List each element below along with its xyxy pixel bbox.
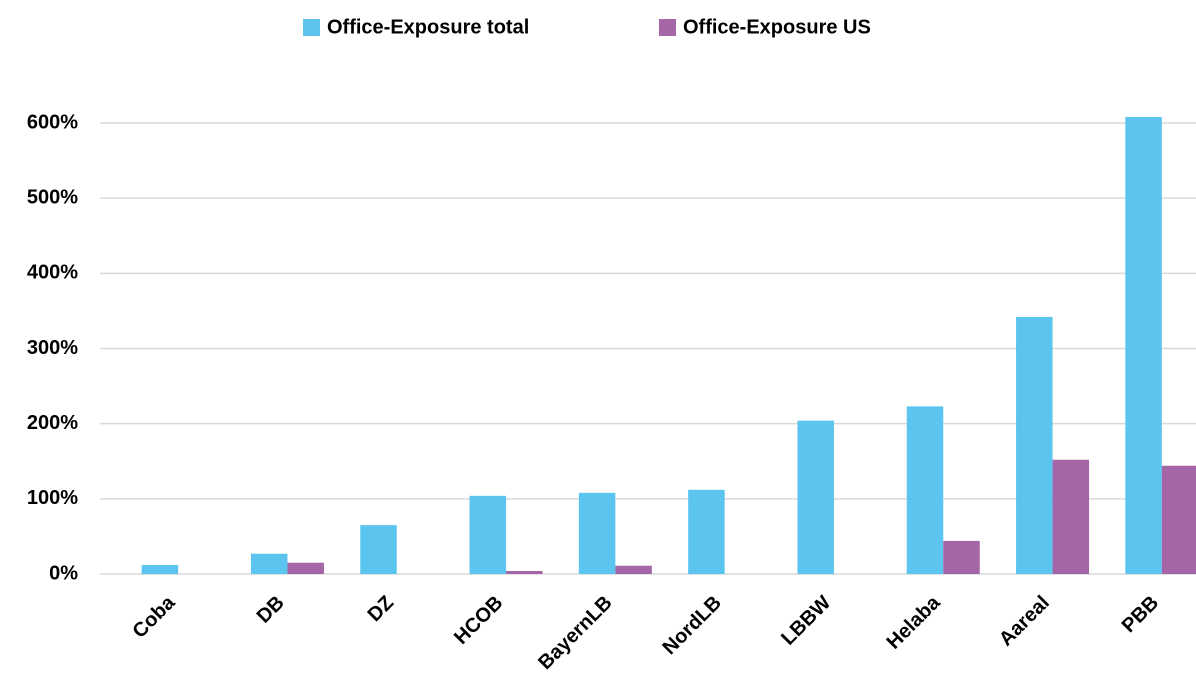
x-tick-label: DB <box>253 592 289 628</box>
x-tick-label: DZ <box>364 592 398 626</box>
x-tick-label: HCOB <box>450 592 507 649</box>
y-tick-label: 500% <box>27 186 78 208</box>
bar <box>578 492 616 574</box>
legend-label: Office-Exposure US <box>683 16 871 38</box>
bar <box>1016 316 1053 574</box>
y-tick-label: 0% <box>49 562 78 584</box>
bar <box>469 495 507 574</box>
x-tick-label: LBBW <box>777 592 835 650</box>
x-tick-label: BayernLB <box>534 592 616 674</box>
bar <box>1125 116 1162 574</box>
bar <box>943 540 980 574</box>
bar <box>797 420 834 574</box>
bar <box>287 562 324 574</box>
x-tick-label: Aareal <box>995 592 1054 651</box>
bar <box>250 553 288 574</box>
x-tick-label: PBB <box>1118 592 1163 637</box>
bar <box>615 565 652 574</box>
y-tick-label: 100% <box>27 487 78 509</box>
bar <box>506 570 543 574</box>
bar <box>1052 459 1090 574</box>
y-tick-label: 400% <box>27 262 78 284</box>
y-tick-label: 200% <box>27 412 78 434</box>
bar <box>360 525 397 574</box>
bar <box>688 489 725 574</box>
x-tick-label: Coba <box>129 591 181 643</box>
x-tick-label: Helaba <box>883 591 946 654</box>
bar <box>906 406 944 574</box>
bar <box>1161 465 1196 574</box>
legend-swatch <box>659 19 676 36</box>
legend-label: Office-Exposure total <box>327 16 529 38</box>
y-tick-label: 300% <box>27 337 78 359</box>
y-tick-label: 600% <box>27 111 78 133</box>
x-tick-label: NordLB <box>659 592 726 659</box>
legend-swatch <box>303 19 320 36</box>
bar <box>141 564 179 574</box>
